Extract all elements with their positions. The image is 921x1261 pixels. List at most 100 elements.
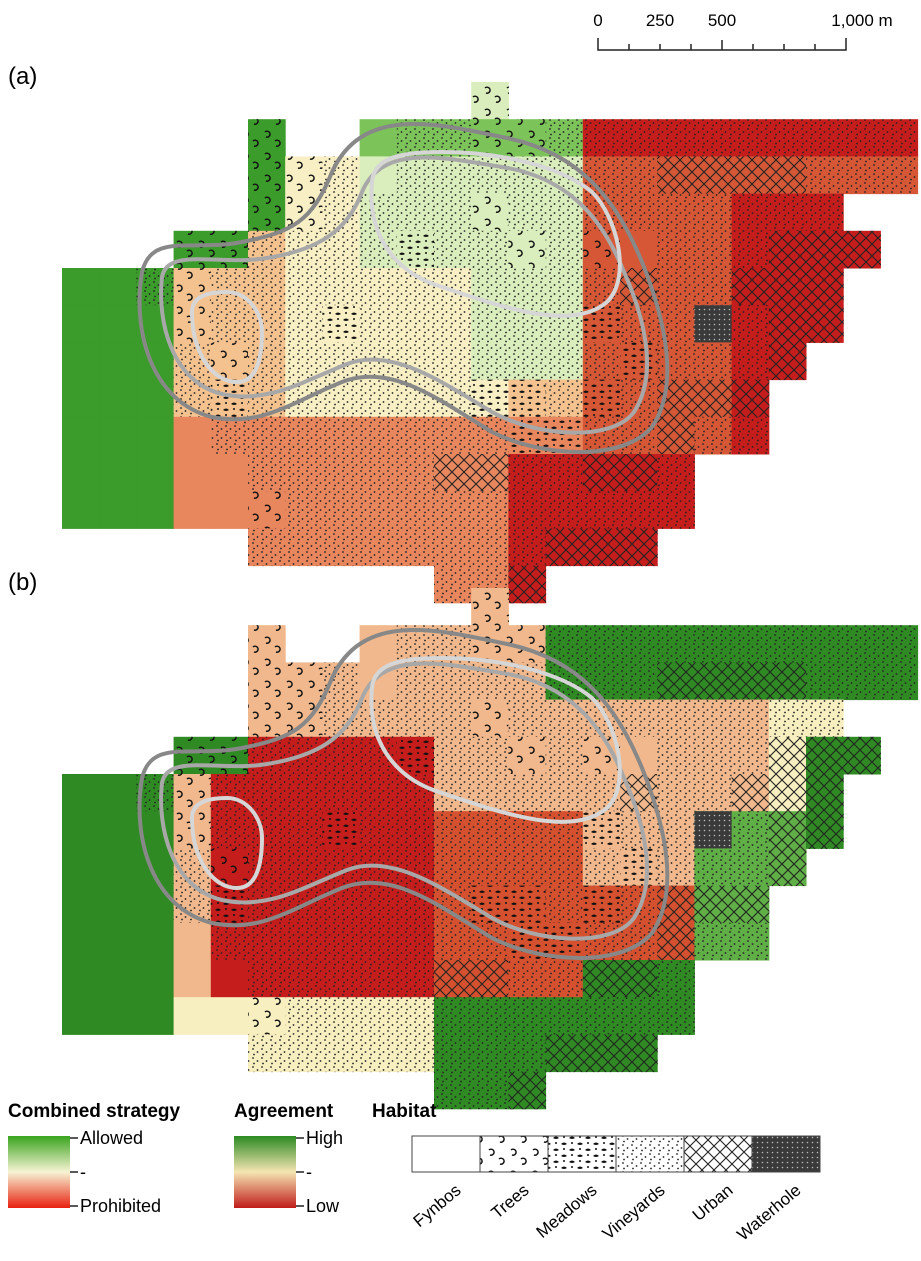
habitat-overlay bbox=[471, 230, 509, 269]
habitat-overlay bbox=[768, 156, 807, 195]
habitat-overlay bbox=[322, 528, 361, 567]
habitat-overlay bbox=[471, 1071, 509, 1110]
habitat-overlay bbox=[322, 305, 361, 343]
habitat-swatch-trees bbox=[479, 1135, 549, 1173]
habitat-overlay bbox=[657, 625, 695, 663]
habitat-overlay bbox=[434, 342, 472, 381]
habitat-overlay bbox=[731, 379, 770, 418]
habitat-overlay bbox=[508, 491, 547, 529]
habitat-overlay bbox=[731, 342, 770, 381]
habitat-overlay bbox=[657, 230, 695, 269]
habitat-overlay bbox=[657, 491, 695, 529]
map-cell bbox=[99, 811, 137, 849]
habitat-overlay bbox=[545, 119, 584, 157]
habitat-overlay bbox=[731, 156, 770, 195]
habitat-overlay bbox=[545, 342, 584, 381]
habitat-overlay bbox=[396, 491, 435, 529]
habitat-overlay bbox=[731, 811, 770, 849]
habitat-overlay bbox=[396, 1034, 435, 1073]
habitat-overlay bbox=[285, 922, 323, 961]
contour-line-0 bbox=[137, 628, 670, 960]
habitat-overlay bbox=[731, 230, 770, 269]
habitat-overlay bbox=[322, 811, 361, 849]
map-cell bbox=[62, 885, 100, 924]
habitat-overlay bbox=[359, 997, 398, 1035]
habitat-overlay bbox=[248, 885, 286, 924]
habitat-overlay bbox=[434, 960, 472, 998]
habitat-overlay bbox=[768, 230, 807, 269]
panel-a-label: (a) bbox=[8, 63, 37, 90]
habitat-overlay bbox=[322, 379, 361, 418]
habitat-overlay bbox=[731, 662, 770, 701]
habitat-overlay bbox=[210, 305, 249, 343]
habitat-overlay bbox=[582, 997, 621, 1035]
habitat-overlay bbox=[471, 699, 509, 738]
habitat-overlay bbox=[806, 699, 844, 738]
map-cell bbox=[62, 416, 100, 455]
habitat-overlay bbox=[434, 1034, 472, 1073]
habitat-overlay bbox=[694, 379, 733, 418]
scale-tick-0: 0 bbox=[593, 11, 602, 30]
habitat-overlay bbox=[768, 699, 807, 738]
habitat-overlay bbox=[582, 960, 621, 998]
habitat-overlay bbox=[248, 662, 286, 701]
habitat-overlay bbox=[694, 625, 733, 663]
habitat-overlay bbox=[768, 119, 807, 157]
panel-b-map bbox=[62, 588, 919, 1110]
map-cell bbox=[136, 416, 175, 455]
habitat-overlay bbox=[322, 774, 361, 812]
map-cell bbox=[62, 454, 100, 492]
habitat-overlay bbox=[359, 416, 398, 455]
legend-strategy-high: Allowed bbox=[80, 1128, 143, 1148]
contour-line-3 bbox=[369, 656, 622, 824]
habitat-overlay bbox=[471, 528, 509, 567]
map-cell bbox=[136, 922, 175, 961]
habitat-overlay bbox=[620, 454, 658, 492]
habitat-overlay bbox=[285, 662, 323, 701]
habitat-overlay bbox=[471, 1034, 509, 1073]
habitat-overlay bbox=[322, 1034, 361, 1073]
habitat-overlay bbox=[471, 342, 509, 381]
map-cell bbox=[173, 454, 212, 492]
habitat-overlay bbox=[582, 625, 621, 663]
habitat-label-trees: Trees bbox=[488, 1181, 533, 1223]
habitat-overlay bbox=[843, 156, 881, 195]
habitat-overlay bbox=[657, 736, 695, 775]
habitat-overlay bbox=[359, 811, 398, 849]
habitat-overlay bbox=[768, 193, 807, 232]
habitat-overlay bbox=[620, 528, 658, 567]
contour-line-1 bbox=[159, 661, 649, 941]
habitat-overlay bbox=[545, 491, 584, 529]
habitat-overlay bbox=[359, 193, 398, 232]
habitat-overlay bbox=[396, 305, 435, 343]
map-cell bbox=[136, 454, 175, 492]
habitat-overlay bbox=[396, 528, 435, 567]
habitat-overlay bbox=[768, 736, 807, 775]
habitat-overlay bbox=[285, 774, 323, 812]
habitat-overlay bbox=[768, 268, 807, 306]
habitat-overlay bbox=[285, 848, 323, 887]
habitat-overlay bbox=[359, 268, 398, 306]
map-cell bbox=[62, 268, 100, 306]
habitat-overlay bbox=[471, 960, 509, 998]
habitat-overlay bbox=[359, 305, 398, 343]
habitat-overlay bbox=[434, 1071, 472, 1110]
habitat-overlay bbox=[768, 811, 807, 849]
habitat-overlay bbox=[545, 305, 584, 343]
habitat-overlay bbox=[359, 379, 398, 418]
habitat-overlay bbox=[508, 699, 547, 738]
habitat-overlay bbox=[657, 342, 695, 381]
habitat-overlay bbox=[843, 625, 881, 663]
habitat-overlay bbox=[508, 885, 547, 924]
habitat-overlay bbox=[545, 625, 584, 663]
habitat-overlay bbox=[508, 960, 547, 998]
habitat-overlay bbox=[620, 625, 658, 663]
habitat-overlay bbox=[620, 662, 658, 701]
legend-strategy-mid: - bbox=[80, 1162, 86, 1182]
habitat-overlay bbox=[731, 268, 770, 306]
habitat-overlay bbox=[210, 922, 249, 961]
habitat-overlay bbox=[508, 342, 547, 381]
habitat-overlay bbox=[434, 997, 472, 1035]
habitat-overlay bbox=[248, 922, 286, 961]
